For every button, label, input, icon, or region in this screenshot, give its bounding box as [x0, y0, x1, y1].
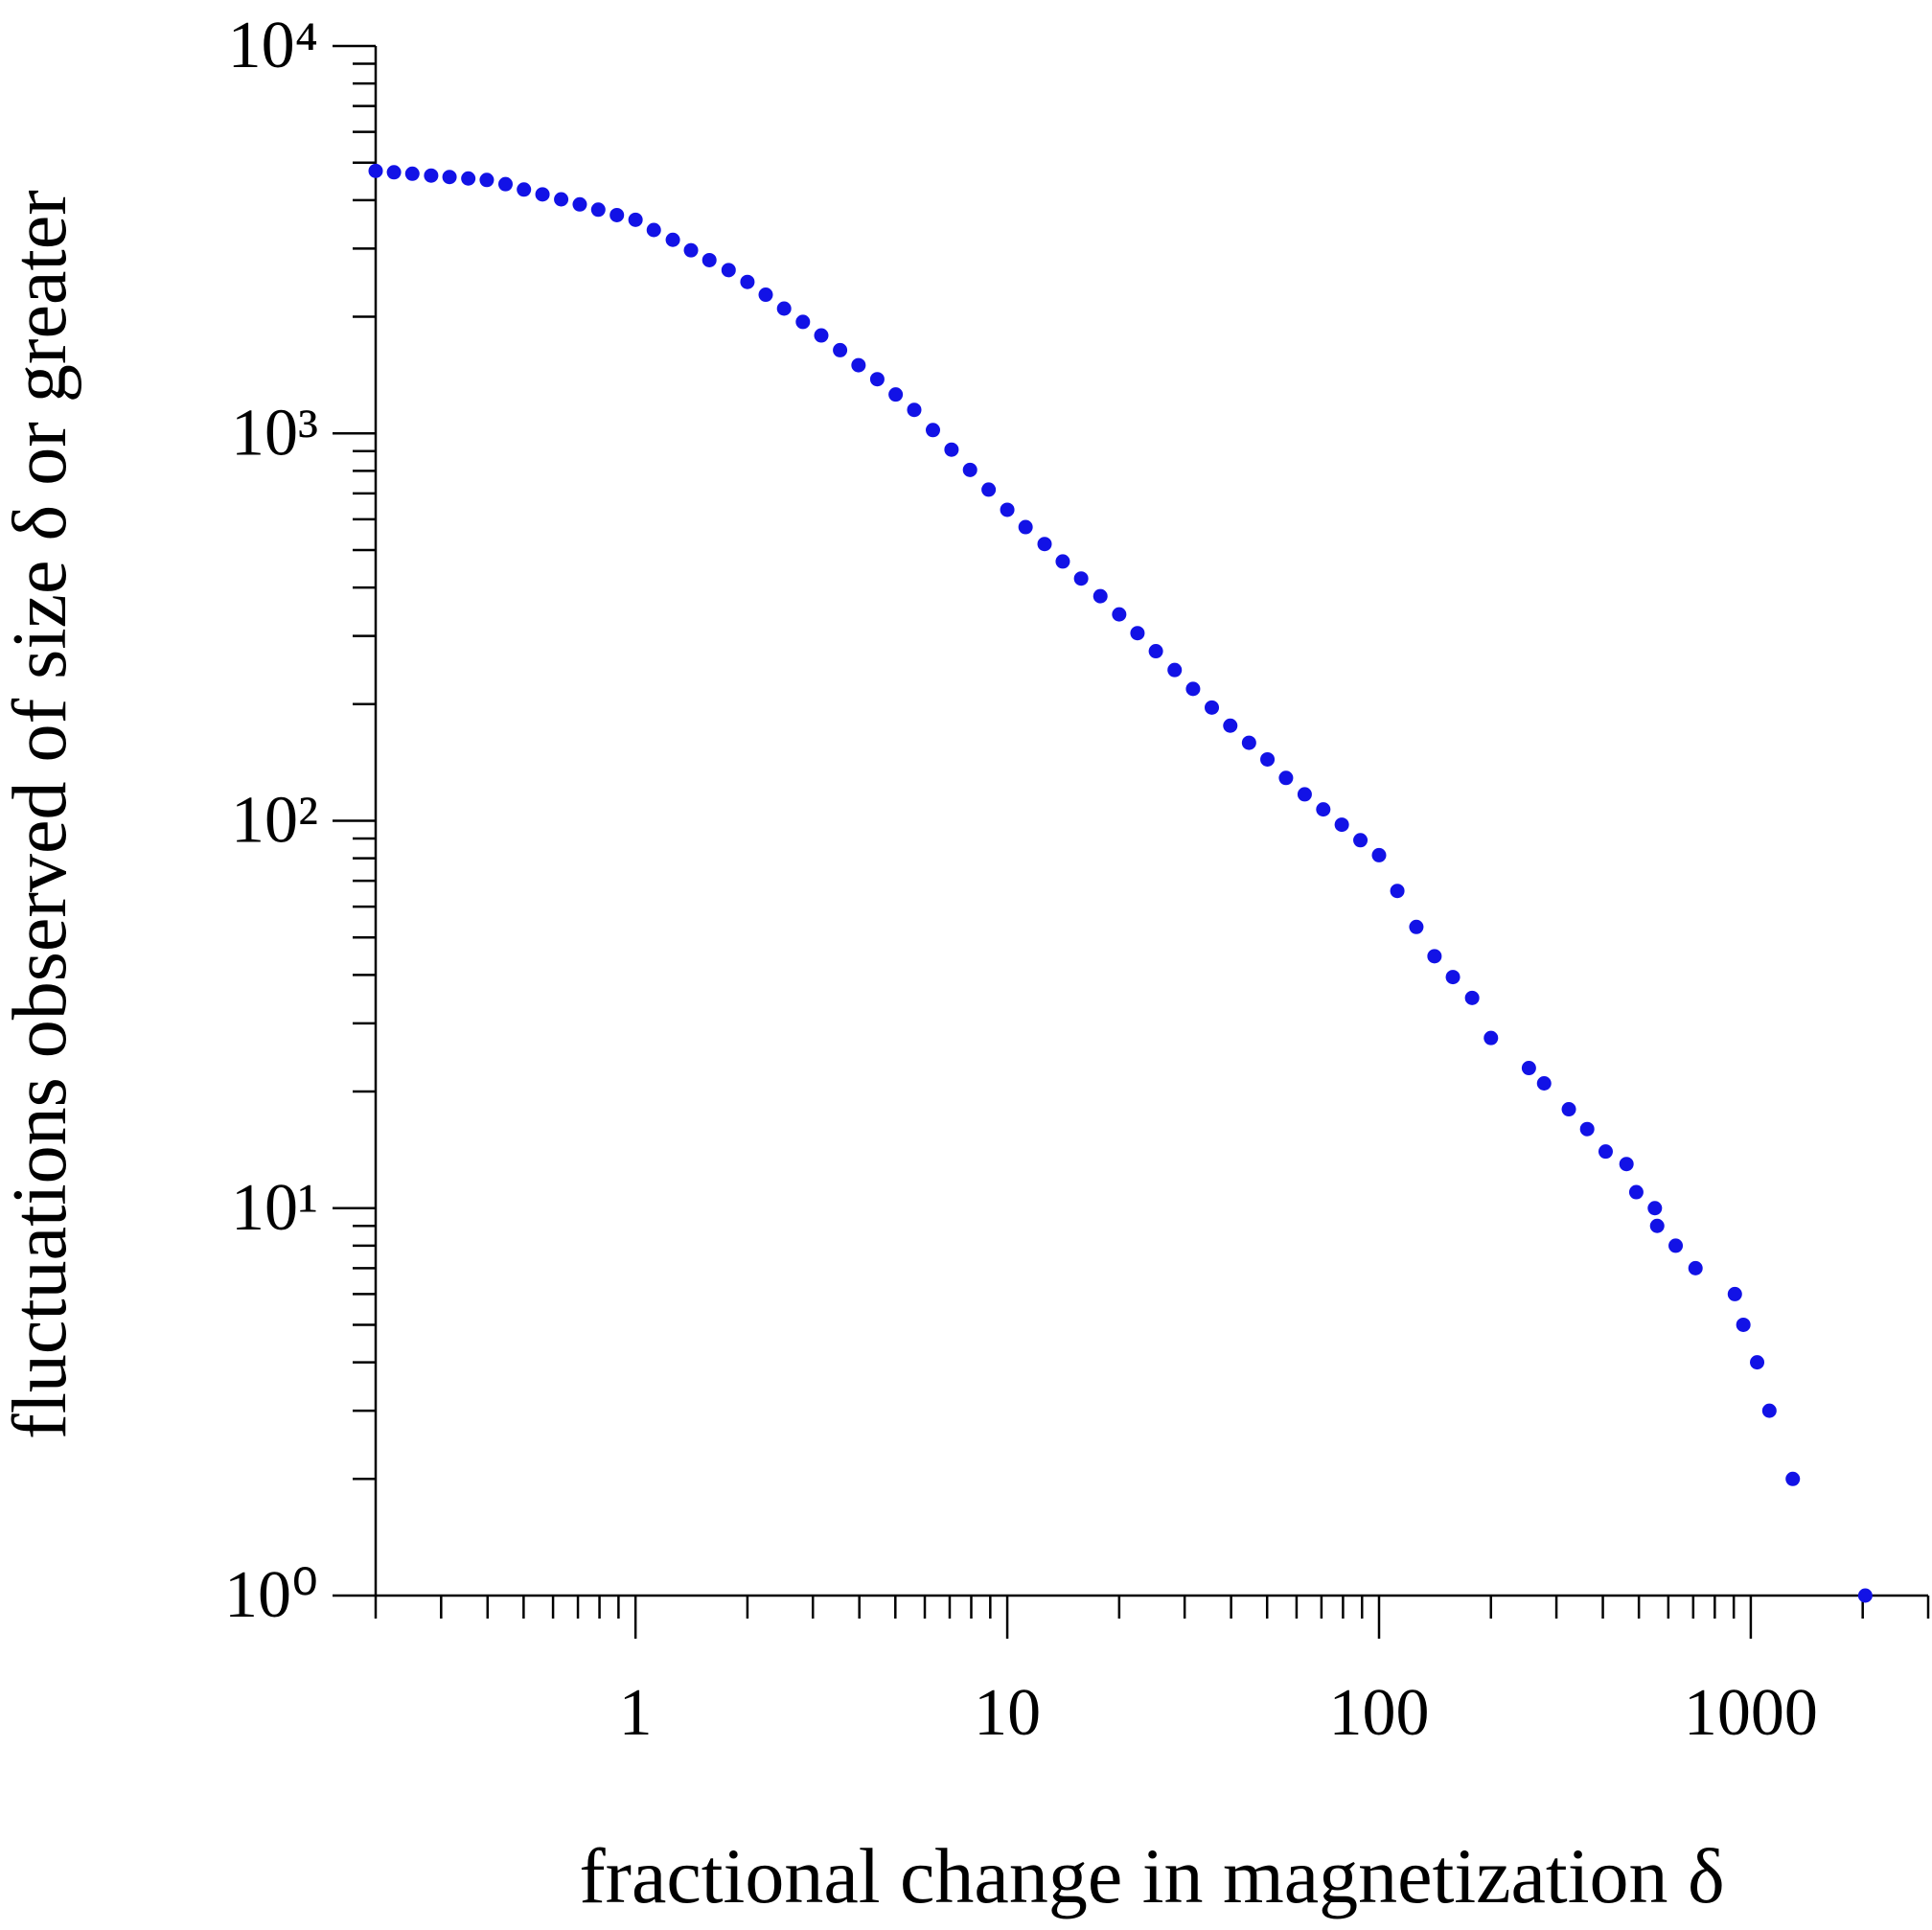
data-point: [1112, 607, 1127, 622]
data-point: [1148, 644, 1163, 659]
data-point: [1750, 1355, 1765, 1370]
data-point: [1536, 1075, 1552, 1091]
x-tick-label: 1: [619, 1676, 653, 1750]
data-point: [1521, 1061, 1536, 1076]
data-point: [1167, 662, 1183, 678]
data-point: [1371, 847, 1387, 862]
data-point: [1073, 571, 1089, 586]
data-point: [1018, 519, 1033, 535]
data-point: [1390, 884, 1405, 899]
data-point: [833, 342, 848, 357]
data-point: [590, 202, 606, 218]
data-point: [1484, 1030, 1499, 1045]
data-point: [1260, 751, 1276, 767]
y-tick-label: 10³: [231, 396, 318, 470]
data-point: [851, 357, 866, 373]
data-point: [683, 242, 699, 258]
x-axis-title: fractional change in magnetization δ: [579, 1832, 1724, 1919]
data-point: [1647, 1201, 1663, 1216]
x-tick-label: 1000: [1684, 1676, 1818, 1750]
x-tick-label: 10: [974, 1676, 1041, 1750]
data-point: [1445, 970, 1460, 985]
data-point: [1278, 770, 1294, 786]
data-point: [424, 168, 439, 183]
data-point: [776, 301, 792, 316]
data-point: [981, 482, 997, 497]
data-point: [1579, 1121, 1595, 1137]
data-point: [1353, 833, 1368, 848]
data-point: [1649, 1218, 1665, 1233]
data-point: [1130, 626, 1145, 641]
data-point: [1628, 1184, 1644, 1200]
data-point: [1619, 1157, 1634, 1172]
data-point: [1334, 817, 1349, 833]
data-point: [740, 274, 755, 289]
x-tick-label: 100: [1328, 1676, 1429, 1750]
data-point: [1297, 787, 1312, 802]
data-point: [368, 163, 383, 178]
data-point: [721, 263, 736, 278]
data-point: [1316, 802, 1331, 817]
data-point: [628, 212, 643, 227]
data-point: [962, 462, 978, 477]
data-point: [1761, 1403, 1777, 1418]
data-point: [1185, 681, 1201, 697]
data-point: [1464, 990, 1480, 1005]
y-tick-label: 10⁰: [224, 1558, 318, 1632]
data-point: [610, 207, 625, 222]
data-point: [1561, 1102, 1576, 1117]
data-point: [1668, 1238, 1684, 1253]
data-point: [1727, 1286, 1742, 1301]
y-tick-label: 10²: [231, 784, 318, 858]
data-point: [404, 166, 420, 181]
y-tick-label: 10⁴: [228, 9, 318, 82]
y-axis-title: fluctuations observed of size δ or great…: [0, 190, 82, 1439]
data-point: [1037, 537, 1052, 552]
data-point: [702, 252, 717, 267]
data-point: [1092, 588, 1108, 604]
data-point: [1223, 718, 1238, 733]
data-point: [1736, 1317, 1751, 1332]
data-point: [1409, 919, 1424, 934]
data-point: [1427, 949, 1442, 964]
data-point: [814, 328, 829, 343]
data-point: [925, 423, 940, 438]
data-point: [665, 232, 680, 247]
data-point: [1598, 1144, 1613, 1160]
data-point: [1205, 700, 1220, 715]
data-point: [888, 387, 904, 402]
data-point: [479, 172, 494, 188]
data-point: [572, 196, 587, 212]
data-point: [386, 165, 402, 180]
data-point: [461, 171, 476, 186]
data-point: [442, 170, 457, 185]
data-point: [554, 192, 569, 207]
data-point: [535, 187, 550, 202]
data-point: [795, 314, 811, 330]
data-point: [1055, 554, 1070, 569]
data-point: [758, 287, 773, 303]
data-point: [907, 402, 922, 418]
y-tick-label: 10¹: [231, 1171, 318, 1245]
data-point: [1857, 1588, 1873, 1603]
data-point: [1785, 1471, 1801, 1486]
data-point: [869, 372, 885, 387]
data-point: [497, 176, 513, 192]
data-point: [1688, 1260, 1703, 1275]
data-point: [646, 222, 661, 238]
data-point: [517, 182, 532, 197]
data-point: [944, 442, 959, 457]
data-point: [1000, 502, 1015, 517]
data-point: [1241, 735, 1256, 750]
